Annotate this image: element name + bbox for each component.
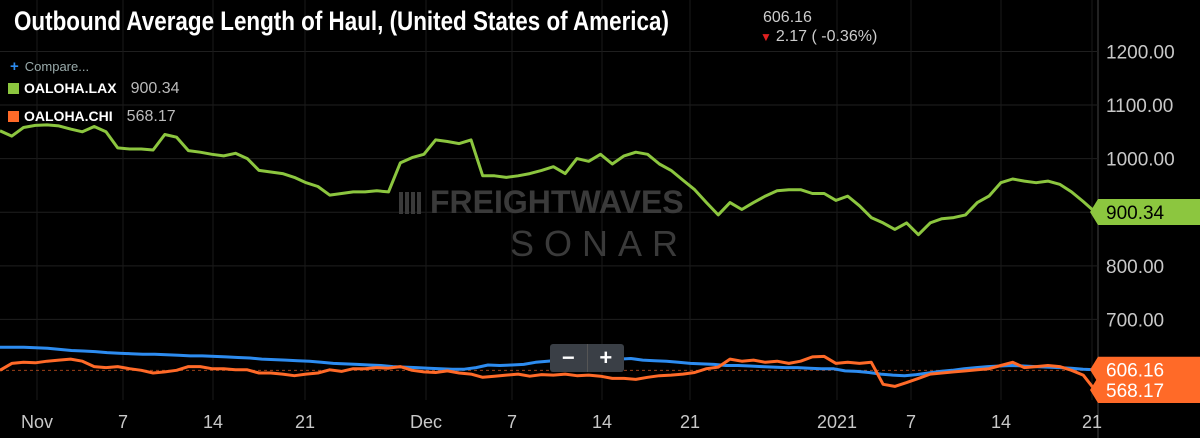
- price-tag-oaloha-chi: 568.17: [1090, 377, 1200, 404]
- x-axis-ticks: Nov 7 14 21 Dec 7 14 21 2021 7 14 21: [21, 412, 1102, 432]
- x-tick-label: 14: [203, 412, 223, 432]
- legend-swatch-lax: [8, 83, 19, 94]
- y-tick-label: 800.00: [1106, 257, 1164, 278]
- x-tick-label: Nov: [21, 412, 53, 432]
- compare-label: Compare...: [24, 59, 90, 74]
- legend-label-lax: OALOHA.LAX: [24, 80, 117, 96]
- watermark: FREIGHTWAVES SONAR: [399, 184, 688, 264]
- series-line-oaloha-lax: [0, 123, 1096, 237]
- y-tick-label: 1100.00: [1106, 96, 1173, 117]
- header-change: ▼ 2.17 ( -0.36%): [760, 28, 877, 46]
- watermark-line1: FREIGHTWAVES: [430, 184, 684, 220]
- x-tick-label: 2021: [817, 412, 857, 432]
- chart-title: Outbound Average Length of Haul, (United…: [14, 6, 669, 36]
- header-change-text: 2.17 ( -0.36%): [775, 28, 878, 45]
- legend-label-chi: OALOHA.CHI: [24, 108, 113, 124]
- zoom-divider: [586, 344, 588, 372]
- y-tick-label: 1200.00: [1106, 42, 1175, 63]
- x-tick-label: 21: [1082, 412, 1102, 432]
- y-tick-label: 700.00: [1106, 310, 1164, 331]
- x-tick-label: 7: [906, 412, 916, 432]
- x-tick-label: 21: [680, 412, 700, 432]
- legend-swatch-chi: [8, 111, 19, 122]
- series-line-usa: [0, 345, 1096, 378]
- price-tag-oaloha-lax: 900.34: [1090, 199, 1200, 226]
- price-tag-text: 568.17: [1106, 381, 1164, 402]
- down-arrow-icon: ▼: [760, 30, 772, 44]
- x-tick-label: 7: [507, 412, 517, 432]
- grid-lines: [0, 0, 1099, 438]
- price-tag-usa: 606.16: [1090, 356, 1200, 383]
- x-tick-label: 14: [592, 412, 612, 432]
- zoom-out-button[interactable]: −: [561, 345, 575, 370]
- legend-value-lax: 900.34: [130, 80, 180, 97]
- zoom-controls: − +: [550, 344, 624, 372]
- watermark-logo-icon: [399, 192, 421, 214]
- x-tick-label: 7: [118, 412, 128, 432]
- series-line-oaloha-chi: [0, 354, 1097, 392]
- legend-item-chi[interactable]: OALOHA.CHI 568.17: [8, 108, 176, 126]
- header-current-value: 606.16: [763, 9, 812, 26]
- x-tick-label: 21: [295, 412, 315, 432]
- plus-icon: +: [10, 58, 19, 75]
- legend-item-lax[interactable]: OALOHA.LAX 900.34: [8, 80, 180, 98]
- price-tag-text: 900.34: [1106, 203, 1165, 224]
- zoom-in-button[interactable]: +: [599, 345, 613, 370]
- series-lines: [0, 123, 1097, 392]
- compare-button[interactable]: + Compare...: [10, 58, 89, 75]
- legend-value-chi: 568.17: [126, 108, 176, 125]
- x-tick-label: 14: [991, 412, 1011, 432]
- watermark-line2: SONAR: [510, 223, 688, 264]
- price-tag-text: 606.16: [1106, 361, 1164, 382]
- y-tick-label: 1000.00: [1106, 150, 1175, 171]
- x-tick-label: Dec: [410, 412, 442, 432]
